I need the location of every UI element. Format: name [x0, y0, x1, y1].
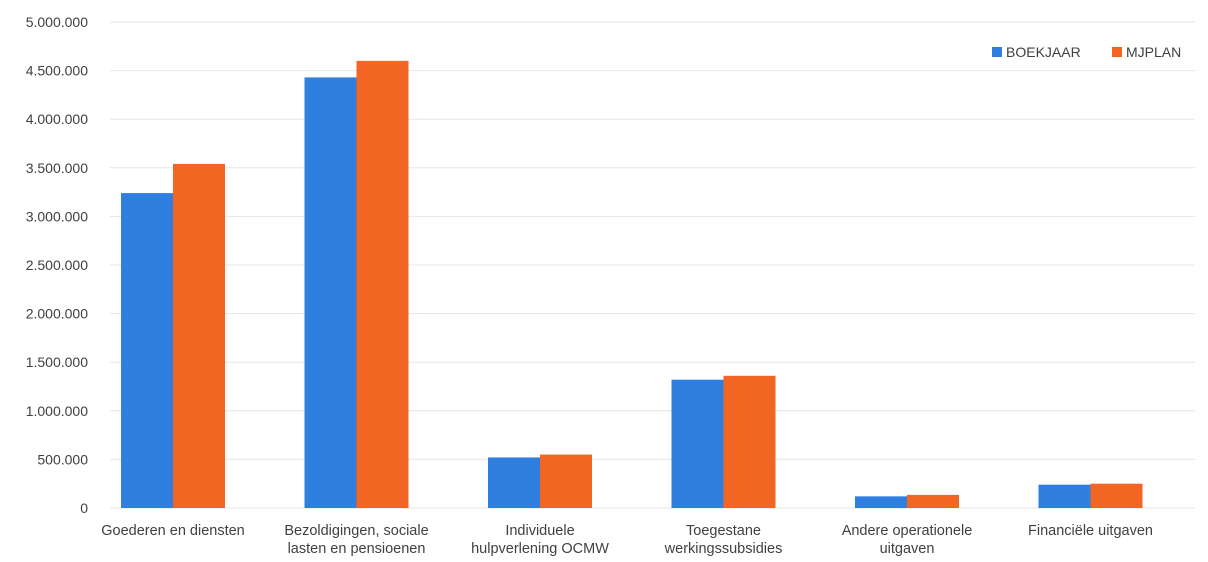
- bar-mjplan: [907, 494, 959, 508]
- legend-swatch-mjplan: [1112, 47, 1122, 57]
- legend-swatch-boekjaar: [992, 47, 1002, 57]
- x-category-label-line: Bezoldigingen, sociale: [284, 523, 428, 539]
- x-category-label-line: uitgaven: [880, 541, 935, 557]
- y-tick-label: 2.500.000: [26, 257, 88, 273]
- bar-boekjaar: [855, 496, 907, 508]
- bar-mjplan: [356, 60, 409, 508]
- x-category-label: Goederen en diensten: [101, 523, 245, 539]
- x-category-label: Individuele hulpverlening OCMW: [471, 523, 609, 557]
- x-category-label-line: Financiële uitgaven: [1028, 523, 1153, 539]
- y-axis: 0 500.000 1.000.000 1.500.000 2.000.000 2.500…: [26, 14, 89, 516]
- bar-boekjaar: [1038, 484, 1091, 508]
- y-tick-label: 500.000: [37, 451, 88, 467]
- gridlines: [110, 21, 1195, 509]
- bar-mjplan: [173, 163, 225, 509]
- bar-mjplan: [1090, 483, 1143, 508]
- x-category-label-line: Goederen en diensten: [101, 523, 245, 539]
- y-tick-label: 4.500.000: [26, 63, 88, 79]
- x-category-label-line: Toegestane: [686, 523, 761, 539]
- bar-boekjaar: [488, 457, 540, 508]
- x-category-label-line: hulpverlening OCMW: [471, 541, 609, 557]
- x-category-label: Toegestane werkingssubsidies: [664, 523, 783, 557]
- x-axis: Goederen en diensten Bezoldigingen, socia…: [101, 523, 1153, 557]
- legend: BOEKJAAR MJPLAN: [992, 44, 1181, 60]
- x-category-label-line: Andere operationele: [842, 523, 973, 539]
- legend-label: BOEKJAAR: [1006, 44, 1081, 60]
- y-tick-label: 1.500.000: [26, 354, 88, 370]
- y-tick-label: 1.000.000: [26, 403, 88, 419]
- x-category-label: Andere operationele uitgaven: [842, 523, 973, 557]
- bar-mjplan: [540, 454, 592, 508]
- bar-mjplan: [723, 375, 776, 508]
- bar-boekjaar: [671, 379, 724, 508]
- y-tick-label: 3.500.000: [26, 160, 88, 176]
- bar-boekjaar: [304, 77, 357, 509]
- bar-boekjaar: [121, 193, 173, 508]
- y-tick-label: 4.000.000: [26, 111, 88, 127]
- y-tick-label: 5.000.000: [26, 14, 88, 30]
- x-category-label-line: Individuele: [505, 523, 574, 539]
- x-category-label: Financiële uitgaven: [1028, 523, 1153, 539]
- x-category-label-line: lasten en pensioenen: [288, 541, 426, 557]
- y-tick-label: 0: [80, 500, 88, 516]
- legend-label: MJPLAN: [1126, 44, 1181, 60]
- x-category-label: Bezoldigingen, sociale lasten en pensioen…: [284, 523, 428, 557]
- x-category-label-line: werkingssubsidies: [664, 541, 783, 557]
- y-tick-label: 3.000.000: [26, 208, 88, 224]
- bars: [121, 60, 1143, 509]
- y-tick-label: 2.000.000: [26, 306, 88, 322]
